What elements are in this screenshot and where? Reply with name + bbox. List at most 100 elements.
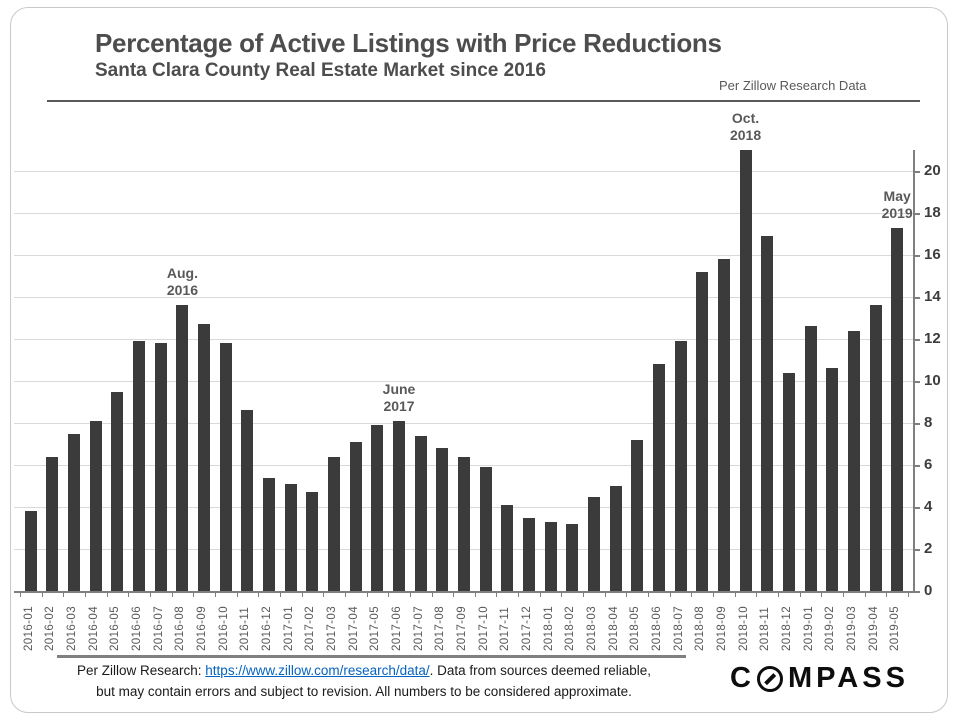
bar-2018-06	[652, 364, 665, 591]
y-label-16: 16	[924, 246, 941, 263]
y-tick-14	[914, 297, 920, 299]
footer-line1-prefix: Per Zillow Research:	[77, 663, 206, 678]
x-label-2016-07: 2016-07	[152, 605, 165, 651]
bar-2018-08	[696, 271, 709, 591]
bar-2018-10	[739, 150, 752, 591]
x-axis-tick	[236, 592, 238, 597]
x-axis-tick	[496, 592, 498, 597]
y-label-12: 12	[924, 330, 941, 347]
x-axis-tick	[799, 592, 801, 597]
zillow-research-link[interactable]: https://www.zillow.com/research/data/	[205, 663, 430, 678]
y-tick-0	[914, 591, 920, 593]
x-axis-tick	[756, 592, 758, 597]
x-label-2017-12: 2017-12	[520, 605, 533, 651]
source-note: Per Zillow Research Data	[719, 78, 867, 93]
x-label-2018-09: 2018-09	[715, 605, 728, 651]
bar-2017-04	[349, 441, 362, 591]
x-axis-tick	[20, 592, 21, 597]
x-axis-tick	[431, 592, 433, 597]
x-axis-tick	[713, 592, 715, 597]
x-label-2018-07: 2018-07	[672, 605, 685, 651]
y-tick-16	[914, 255, 920, 257]
y-tick-8	[914, 423, 920, 425]
x-axis-tick	[258, 592, 260, 597]
bar-2016-12	[263, 477, 276, 591]
x-axis-tick	[171, 592, 173, 597]
x-label-2017-04: 2017-04	[347, 605, 360, 651]
x-axis-tick	[778, 592, 780, 597]
x-axis-tick	[409, 592, 411, 597]
x-label-2018-10: 2018-10	[737, 605, 750, 651]
x-axis-tick	[453, 592, 455, 597]
y-label-10: 10	[924, 372, 941, 389]
gridline-14	[14, 297, 913, 298]
x-axis-tick	[84, 592, 86, 597]
x-axis-tick	[561, 592, 563, 597]
bar-2018-11	[761, 236, 774, 591]
x-label-2018-12: 2018-12	[780, 605, 793, 651]
x-axis-tick	[539, 592, 541, 597]
x-label-2018-05: 2018-05	[629, 605, 642, 651]
y-label-2: 2	[924, 540, 933, 557]
x-label-2018-11: 2018-11	[759, 606, 772, 651]
compass-logo-suffix: MPASS	[787, 662, 909, 694]
page-title: Percentage of Active Listings with Price…	[95, 28, 722, 58]
bar-2016-09	[198, 324, 211, 591]
bar-2017-09	[458, 456, 470, 591]
y-label-20: 20	[924, 162, 941, 179]
x-axis-tick	[626, 592, 628, 597]
bar-2019-05	[891, 227, 904, 591]
title-divider	[47, 100, 920, 102]
x-label-2016-03: 2016-03	[66, 605, 79, 651]
x-axis-tick	[41, 592, 43, 597]
x-axis-tick	[908, 592, 909, 597]
y-label-8: 8	[924, 414, 933, 431]
y-label-18: 18	[924, 204, 941, 221]
bar-2016-07	[154, 343, 167, 591]
x-label-2019-01: 2019-01	[802, 605, 815, 651]
x-axis-tick	[669, 592, 671, 597]
y-label-0: 0	[924, 582, 933, 599]
x-label-2017-08: 2017-08	[434, 605, 447, 651]
x-axis-tick	[193, 592, 195, 597]
bar-2018-03	[587, 496, 600, 591]
x-label-2016-12: 2016-12	[261, 605, 274, 651]
bar-2017-07	[414, 435, 427, 591]
annotation-May-2019: May 2019	[881, 187, 913, 221]
x-label-2017-07: 2017-07	[412, 605, 425, 651]
bar-2017-02	[306, 492, 319, 591]
x-label-2018-04: 2018-04	[607, 605, 620, 651]
bar-2016-04	[89, 420, 102, 591]
x-label-2017-02: 2017-02	[304, 605, 317, 651]
gridline-12	[14, 339, 913, 340]
x-label-2019-02: 2019-02	[824, 605, 837, 651]
x-label-2016-10: 2016-10	[217, 605, 230, 651]
footer-line1-suffix: . Data from sources deemed reliable,	[429, 663, 651, 678]
footer-disclaimer: Per Zillow Research: https://www.zillow.…	[36, 660, 692, 702]
gridline-10	[14, 381, 913, 382]
bar-2017-03	[328, 456, 341, 591]
x-axis-tick	[648, 592, 650, 597]
x-axis-tick	[279, 592, 281, 597]
x-label-2018-02: 2018-02	[564, 605, 577, 651]
bar-2016-05	[111, 391, 124, 591]
compass-logo: C MPASS	[730, 662, 910, 695]
x-axis-tick	[323, 592, 325, 597]
x-label-2016-11: 2016-11	[239, 606, 252, 651]
x-axis-tick	[344, 592, 346, 597]
x-axis-tick	[583, 592, 585, 597]
bar-2016-01	[24, 511, 37, 591]
x-label-2017-06: 2017-06	[391, 605, 404, 651]
y-label-4: 4	[924, 498, 933, 515]
x-axis-tick	[734, 592, 736, 597]
x-axis-tick	[821, 592, 823, 597]
footer-divider	[57, 655, 686, 658]
page-subtitle: Santa Clara County Real Estate Market si…	[95, 60, 546, 81]
gridline-20	[14, 171, 913, 172]
y-tick-4	[914, 507, 920, 509]
y-label-6: 6	[924, 456, 933, 473]
x-label-2017-01: 2017-01	[282, 605, 295, 651]
x-axis-tick	[301, 592, 303, 597]
compass-slashed-o-icon	[756, 665, 783, 692]
